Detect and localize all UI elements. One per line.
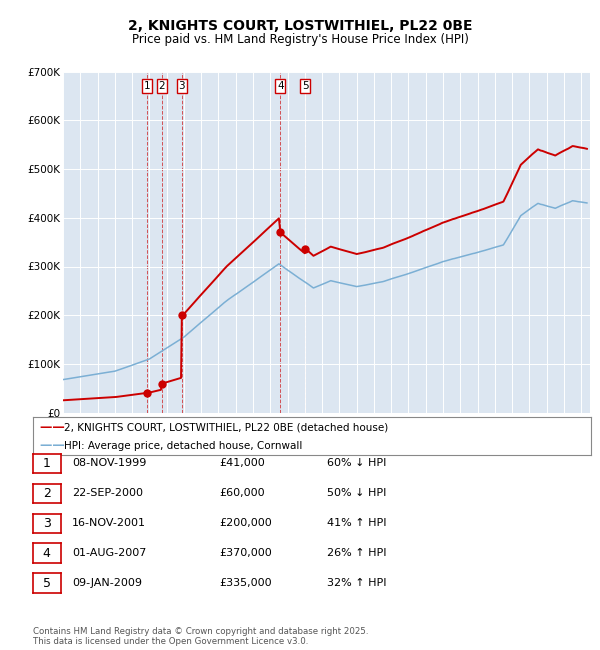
Text: 1: 1 (143, 81, 150, 91)
Text: 2: 2 (158, 81, 165, 91)
Text: 60% ↓ HPI: 60% ↓ HPI (327, 458, 386, 469)
Text: ——: —— (40, 439, 70, 452)
Text: Price paid vs. HM Land Registry's House Price Index (HPI): Price paid vs. HM Land Registry's House … (131, 32, 469, 46)
Text: HPI: Average price, detached house, Cornwall: HPI: Average price, detached house, Corn… (64, 441, 302, 450)
Text: 3: 3 (43, 517, 51, 530)
Text: 5: 5 (302, 81, 308, 91)
Text: 08-NOV-1999: 08-NOV-1999 (72, 458, 146, 469)
Text: 09-JAN-2009: 09-JAN-2009 (72, 578, 142, 588)
Text: 2, KNIGHTS COURT, LOSTWITHIEL, PL22 0BE: 2, KNIGHTS COURT, LOSTWITHIEL, PL22 0BE (128, 20, 472, 34)
Text: 4: 4 (43, 547, 51, 560)
Text: ——: —— (40, 421, 70, 434)
Text: £335,000: £335,000 (219, 578, 272, 588)
Text: £370,000: £370,000 (219, 548, 272, 558)
Text: 32% ↑ HPI: 32% ↑ HPI (327, 578, 386, 588)
Text: 4: 4 (277, 81, 284, 91)
Text: £41,000: £41,000 (219, 458, 265, 469)
Text: This data is licensed under the Open Government Licence v3.0.: This data is licensed under the Open Gov… (33, 637, 308, 646)
Text: 5: 5 (43, 577, 51, 590)
Text: 50% ↓ HPI: 50% ↓ HPI (327, 488, 386, 499)
Text: 01-AUG-2007: 01-AUG-2007 (72, 548, 146, 558)
Text: 16-NOV-2001: 16-NOV-2001 (72, 518, 146, 528)
Text: 1: 1 (43, 457, 51, 470)
Text: £60,000: £60,000 (219, 488, 265, 499)
Text: £200,000: £200,000 (219, 518, 272, 528)
Text: 26% ↑ HPI: 26% ↑ HPI (327, 548, 386, 558)
Text: 2: 2 (43, 487, 51, 500)
Text: 41% ↑ HPI: 41% ↑ HPI (327, 518, 386, 528)
Text: Contains HM Land Registry data © Crown copyright and database right 2025.: Contains HM Land Registry data © Crown c… (33, 627, 368, 636)
Text: 22-SEP-2000: 22-SEP-2000 (72, 488, 143, 499)
Text: 2, KNIGHTS COURT, LOSTWITHIEL, PL22 0BE (detached house): 2, KNIGHTS COURT, LOSTWITHIEL, PL22 0BE … (64, 423, 388, 433)
Text: 3: 3 (179, 81, 185, 91)
